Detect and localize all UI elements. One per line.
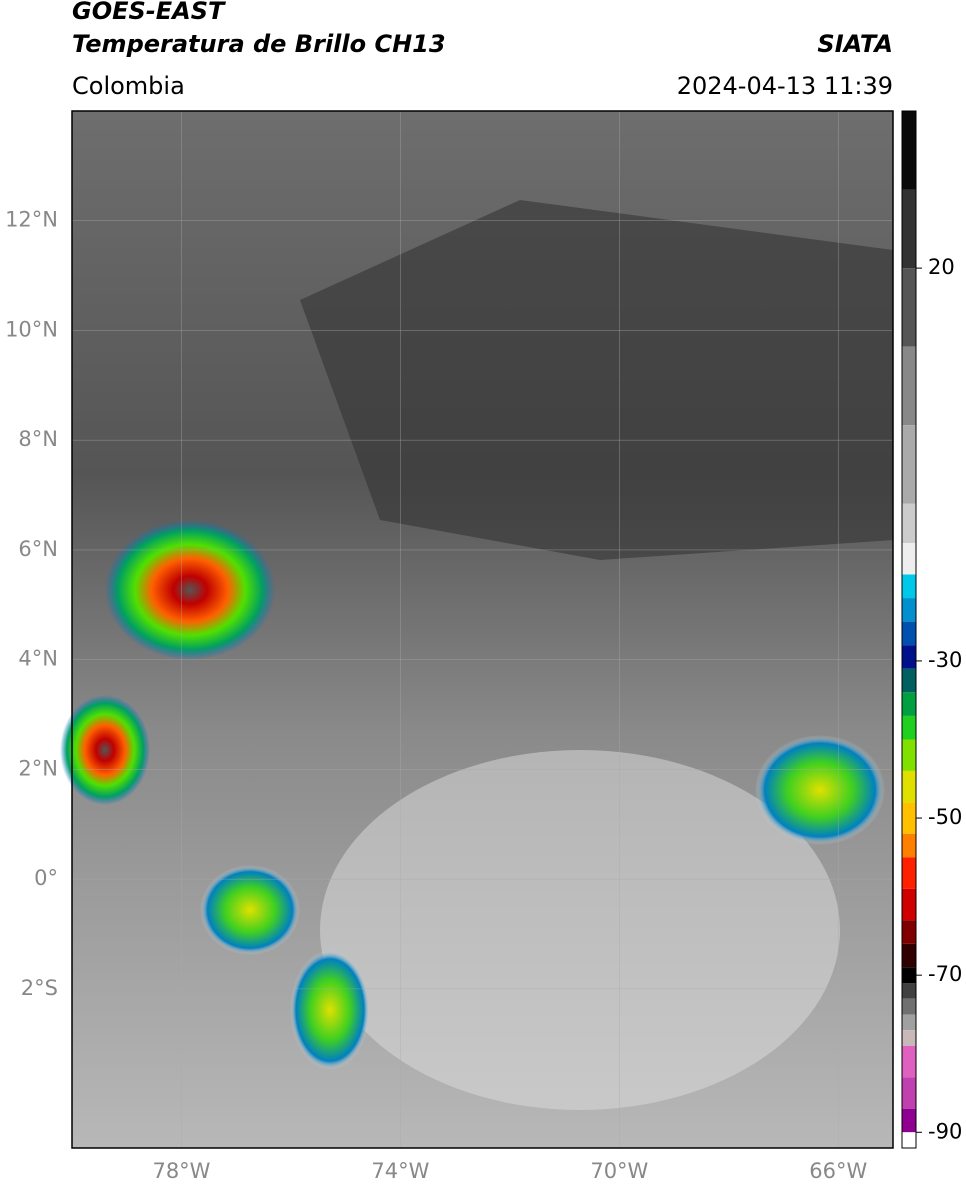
colorbar-segment	[902, 967, 916, 984]
colorbar-segment	[902, 425, 916, 504]
colorbar-segment	[902, 715, 916, 740]
x-tick-label: 78°W	[152, 1159, 210, 1183]
colorbar-segment	[902, 621, 916, 646]
colorbar-segment	[902, 833, 916, 858]
colorbar-segment	[902, 543, 916, 575]
colorbar-tick-label: -30	[928, 648, 962, 672]
colorbar-tick-label: -70	[928, 962, 962, 986]
colorbar-segment	[902, 998, 916, 1015]
colorbar-tick-label: -90	[928, 1119, 962, 1143]
source: SIATA	[817, 30, 893, 58]
x-tick-label: 74°W	[371, 1159, 429, 1183]
colorbar-segment	[902, 346, 916, 426]
colorbar-segment	[902, 1077, 916, 1109]
colorbar-segment	[902, 739, 916, 771]
imagery	[60, 111, 893, 1148]
colorbar-segment	[902, 1045, 916, 1078]
colorbar-tick-label: -50	[928, 805, 962, 829]
colorbar-segment	[902, 574, 916, 599]
colorbar-segment	[902, 1108, 916, 1133]
colorbar-segment	[902, 268, 916, 347]
y-tick-label: 0°	[34, 866, 58, 890]
colorbar-segment	[902, 111, 916, 190]
y-tick-label: 12°N	[5, 208, 58, 232]
colorbar-segment	[902, 943, 916, 968]
colorbar-segment	[902, 983, 916, 999]
colorbar-segment	[902, 770, 916, 803]
colorbar-segment	[902, 645, 916, 669]
colorbar-tick-label: 20	[928, 255, 955, 279]
map-frame	[71, 110, 894, 1149]
region: Colombia	[72, 72, 185, 100]
x-tick-label: 70°W	[590, 1159, 648, 1183]
y-tick-label: 2°N	[18, 756, 58, 780]
colorbar-frame	[901, 110, 917, 1149]
datetime: 2024-04-13 11:39	[677, 72, 893, 100]
colorbar-segment	[902, 888, 916, 921]
product: Temperatura de Brillo CH13	[72, 30, 446, 58]
colorbar-segment	[902, 1030, 916, 1046]
colorbar-segment	[902, 189, 916, 269]
colorbar-segment	[902, 503, 916, 544]
colorbar-segment	[902, 920, 916, 944]
y-tick-label: 10°N	[5, 317, 58, 341]
satellite: GOES-EAST	[72, 0, 226, 25]
colorbar-segment	[902, 598, 916, 622]
y-tick-label: 4°N	[18, 647, 58, 671]
colorbar-segment	[902, 692, 916, 716]
y-tick-label: 2°S	[21, 976, 58, 1000]
y-tick-label: 8°N	[18, 427, 58, 451]
colorbar-segment	[902, 1014, 916, 1031]
x-tick-label: 66°W	[809, 1159, 867, 1183]
colorbar-segment	[902, 668, 916, 693]
colorbar-segment	[902, 1132, 916, 1148]
y-tick-label: 6°N	[18, 537, 58, 561]
colorbar-segment	[902, 857, 916, 889]
colorbar-segment	[902, 802, 916, 834]
